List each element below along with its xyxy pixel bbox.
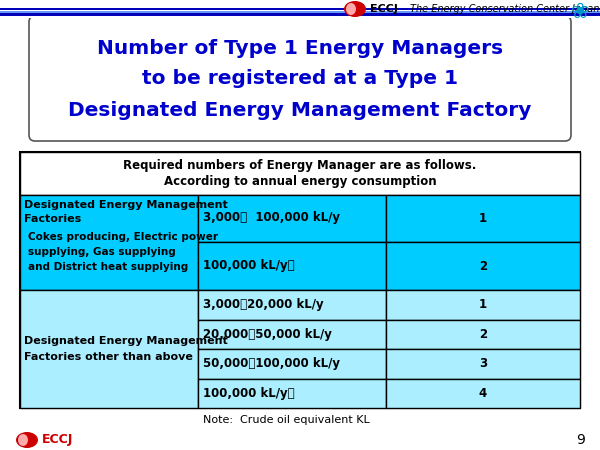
Bar [198, 242, 386, 290]
Bar [198, 378, 386, 408]
Bar [20, 152, 580, 408]
Ellipse shape [16, 432, 38, 448]
Bar [198, 195, 386, 242]
Bar [0, 13, 600, 16]
Bar [386, 195, 580, 242]
Text: 100,000 kL/y～: 100,000 kL/y～ [203, 387, 295, 400]
Text: Note:  Crude oil equivalent KL: Note: Crude oil equivalent KL [203, 415, 370, 425]
Text: Designated Energy Management: Designated Energy Management [24, 200, 228, 210]
Text: Factories other than above: Factories other than above [24, 352, 193, 362]
Text: Required numbers of Energy Manager are as follows.: Required numbers of Energy Manager are a… [124, 158, 476, 171]
Bar [20, 195, 198, 290]
Text: ECCJ: ECCJ [42, 433, 73, 446]
Text: 50,000～100,000 kL/y: 50,000～100,000 kL/y [203, 357, 340, 370]
Bar [386, 320, 580, 349]
Text: Number of Type 1 Energy Managers: Number of Type 1 Energy Managers [97, 39, 503, 58]
Bar [386, 378, 580, 408]
Bar [20, 152, 580, 195]
Text: 1: 1 [479, 298, 487, 311]
Bar [386, 242, 580, 290]
Text: The Energy Conservation Center Japan: The Energy Conservation Center Japan [410, 4, 599, 14]
Text: ❀: ❀ [571, 2, 589, 22]
Text: 9: 9 [576, 433, 585, 447]
Bar [386, 290, 580, 320]
Text: Factories: Factories [24, 214, 81, 224]
Bar [198, 320, 386, 349]
Text: 2: 2 [479, 328, 487, 341]
Bar [20, 290, 198, 408]
Text: 100,000 kL/y～: 100,000 kL/y～ [203, 260, 295, 273]
Text: to be registered at a Type 1: to be registered at a Type 1 [142, 68, 458, 87]
Bar [0, 0, 600, 18]
Text: Cokes producing, Electric power: Cokes producing, Electric power [28, 232, 218, 242]
Text: 4: 4 [479, 387, 487, 400]
Bar [386, 349, 580, 378]
Bar [0, 11, 600, 13]
Bar [198, 290, 386, 320]
Text: 1: 1 [479, 212, 487, 225]
Text: 3,000～  100,000 kL/y: 3,000～ 100,000 kL/y [203, 212, 340, 225]
Ellipse shape [18, 434, 28, 446]
Ellipse shape [344, 1, 366, 17]
Text: 3,000～20,000 kL/y: 3,000～20,000 kL/y [203, 298, 323, 311]
Text: and District heat supplying: and District heat supplying [28, 262, 188, 272]
Text: Designated Energy Management: Designated Energy Management [24, 336, 228, 346]
FancyBboxPatch shape [29, 16, 571, 141]
Text: 3: 3 [479, 357, 487, 370]
Text: Designated Energy Management Factory: Designated Energy Management Factory [68, 100, 532, 120]
Text: ECCJ: ECCJ [370, 4, 398, 14]
Text: 20,000～50,000 kL/y: 20,000～50,000 kL/y [203, 328, 332, 341]
Text: According to annual energy consumption: According to annual energy consumption [164, 176, 436, 189]
Bar [198, 349, 386, 378]
Text: 2: 2 [479, 260, 487, 273]
Bar [0, 8, 600, 10]
Text: supplying, Gas supplying: supplying, Gas supplying [28, 247, 176, 257]
Ellipse shape [346, 3, 356, 15]
